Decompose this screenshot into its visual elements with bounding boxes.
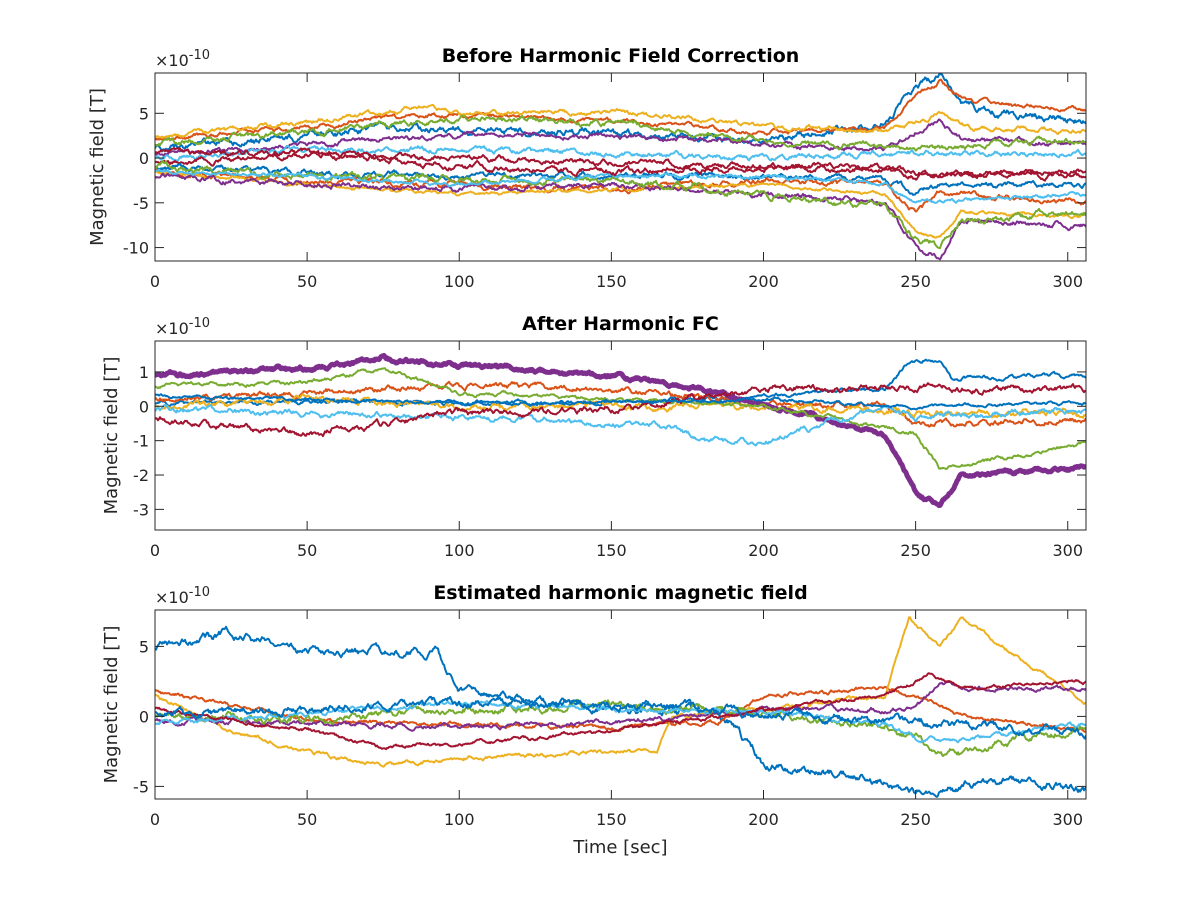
panel-2: 0 50 100 150 200 250 300 -3 -2 -1 0 1 After Harmonic… xyxy=(101,313,1087,560)
series-line xyxy=(155,380,1086,428)
series-line xyxy=(155,367,1086,471)
x-axis-label: Time [sec] xyxy=(572,837,667,858)
y-tick-label: 0 xyxy=(139,149,149,168)
axes-box xyxy=(154,72,1087,262)
x-tick-label: 250 xyxy=(900,272,931,291)
axes-box xyxy=(154,340,1087,531)
x-tick-label: 200 xyxy=(748,272,779,291)
x-tick-label: 300 xyxy=(1052,272,1083,291)
series-line xyxy=(155,698,1086,757)
panel-1: 0 50 100 150 200 250 300 -10 -5 0 5 Before Harmonic… xyxy=(87,45,1087,291)
series-line xyxy=(155,403,1086,447)
y-axis-label: Magnetic field [T] xyxy=(101,626,122,784)
axes-box xyxy=(154,609,1087,800)
series-line xyxy=(155,700,1086,744)
x-tick-label: 100 xyxy=(444,810,475,829)
series-line xyxy=(155,118,1086,157)
x-tick-label: 0 xyxy=(150,272,160,291)
y-axis-label: Magnetic field [T] xyxy=(87,88,108,246)
exponent-label: ×10-10 xyxy=(155,316,210,338)
series-line xyxy=(155,114,1086,152)
y-tick-label: 0 xyxy=(139,707,149,726)
y-tick-label: -5 xyxy=(133,194,149,213)
series-group xyxy=(155,73,1086,261)
series-line xyxy=(155,393,1086,411)
x-tick-label: 100 xyxy=(444,541,475,560)
y-tick-label: 0 xyxy=(139,397,149,416)
x-tick-label: 250 xyxy=(900,810,931,829)
series-line xyxy=(155,103,1086,139)
series-line xyxy=(155,144,1086,162)
series-line xyxy=(155,672,1086,751)
y-tick-label: 5 xyxy=(139,104,149,123)
series-line xyxy=(155,693,1086,740)
y-tick-label: -3 xyxy=(133,500,149,519)
y-tick-label: -10 xyxy=(123,239,149,258)
x-tick-label: 150 xyxy=(596,810,627,829)
y-axis-label: Magnetic field [T] xyxy=(101,357,122,515)
series-line xyxy=(155,172,1086,261)
exponent-label: ×10-10 xyxy=(155,585,210,607)
series-line xyxy=(155,352,1086,509)
y-tick-label: -5 xyxy=(133,777,149,796)
x-tick-label: 50 xyxy=(297,541,317,560)
x-tick-label: 300 xyxy=(1052,541,1083,560)
x-tick-label: 50 xyxy=(297,272,317,291)
y-tick-label: -2 xyxy=(133,466,149,485)
series-group xyxy=(155,616,1086,798)
x-tick-label: 150 xyxy=(596,272,627,291)
series-line xyxy=(155,168,1086,204)
y-tick-label: 1 xyxy=(139,363,149,382)
chart-title: After Harmonic FC xyxy=(522,313,719,335)
y-tick-label: 5 xyxy=(139,637,149,656)
x-tick-label: 150 xyxy=(596,541,627,560)
x-tick-label: 0 xyxy=(150,810,160,829)
x-tick-label: 200 xyxy=(748,810,779,829)
y-tick-label: -1 xyxy=(133,432,149,451)
x-tick-label: 250 xyxy=(900,541,931,560)
x-tick-label: 200 xyxy=(748,541,779,560)
series-line xyxy=(155,616,1086,768)
x-tick-label: 0 xyxy=(150,541,160,560)
series-group xyxy=(155,352,1086,509)
x-tick-label: 300 xyxy=(1052,810,1083,829)
exponent-label: ×10-10 xyxy=(155,48,210,70)
x-tick-label: 50 xyxy=(297,810,317,829)
chart-title: Estimated harmonic magnetic field xyxy=(433,582,807,604)
series-line xyxy=(155,625,1086,798)
chart-title: Before Harmonic Field Correction xyxy=(442,45,800,67)
series-line xyxy=(155,147,1086,181)
x-tick-label: 100 xyxy=(444,272,475,291)
series-line xyxy=(155,382,1086,438)
series-line xyxy=(155,680,1086,732)
